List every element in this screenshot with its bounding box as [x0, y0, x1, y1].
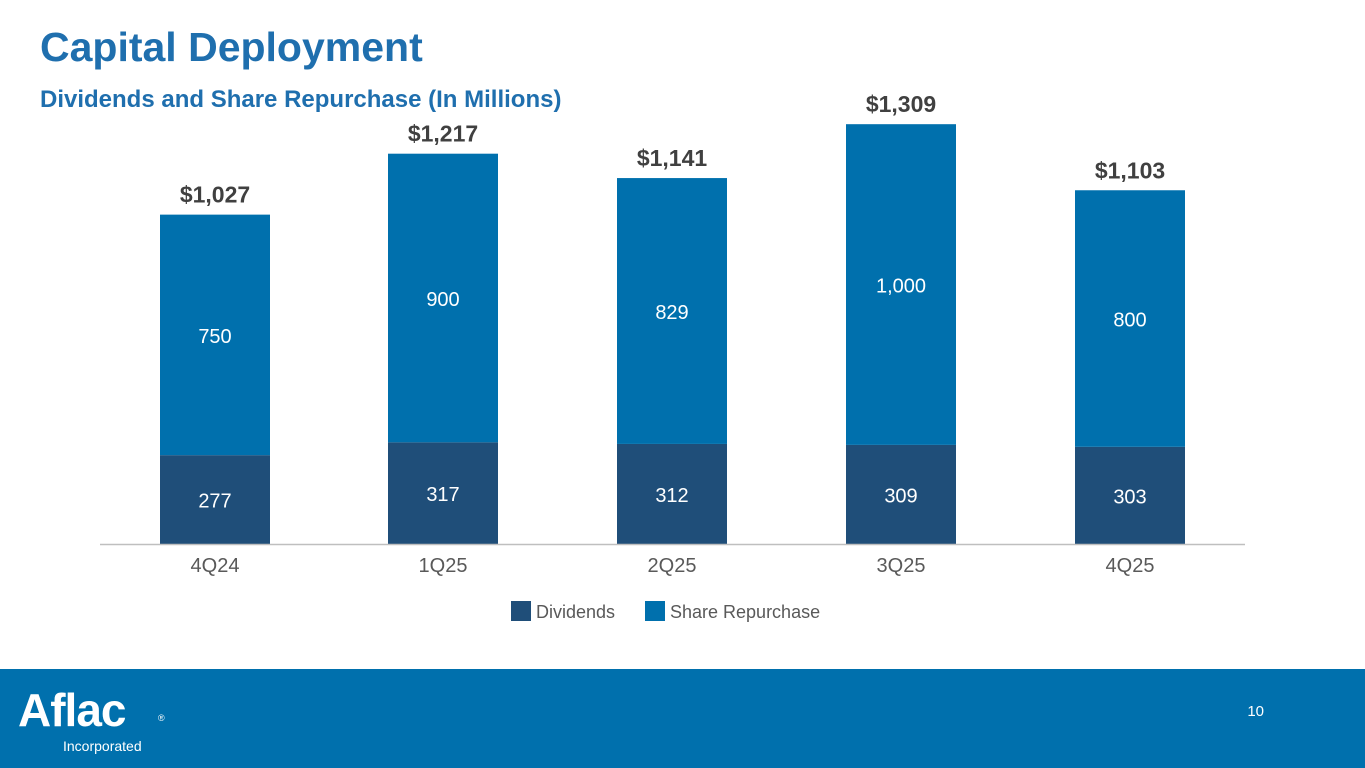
label-dividends-4Q25: 303	[1113, 486, 1146, 508]
x-tick-1Q25: 1Q25	[419, 555, 468, 577]
x-tick-3Q25: 3Q25	[877, 555, 926, 577]
label-dividends-1Q25: 317	[426, 484, 459, 506]
label-repurchase-3Q25: 1,000	[876, 276, 926, 298]
x-tick-4Q24: 4Q24	[191, 555, 240, 577]
logo-registered-mark: ®	[158, 713, 165, 723]
bar-repurchase-4Q24	[160, 214, 270, 456]
page-subtitle: Dividends and Share Repurchase (In Milli…	[40, 86, 562, 113]
page-title: Capital Deployment	[40, 24, 423, 70]
x-tick-4Q25: 4Q25	[1106, 555, 1155, 577]
bar-repurchase-4Q25	[1075, 190, 1185, 447]
label-total-3Q25: $1,309	[866, 91, 936, 117]
stacked-bar-chart: 277 750 $1,027 4Q24 317 900 $1,217 1Q25 312 829 $1…	[100, 91, 1245, 622]
label-repurchase-2Q25: 829	[655, 302, 688, 324]
aflac-logo: Aflac ® Incorporated	[18, 683, 178, 763]
footer-bar: Aflac ® Incorporated 10	[0, 669, 1365, 768]
x-tick-2Q25: 2Q25	[648, 555, 697, 577]
bar-dividends-1Q25	[388, 442, 498, 544]
label-total-4Q24: $1,027	[180, 182, 250, 208]
page-number: 10	[1247, 703, 1264, 720]
bar-dividends-3Q25	[846, 444, 956, 544]
label-dividends-2Q25: 312	[655, 485, 688, 507]
bar-repurchase-2Q25	[617, 178, 727, 444]
label-total-4Q25: $1,103	[1095, 157, 1165, 183]
label-dividends-4Q24: 277	[198, 491, 231, 513]
label-repurchase-4Q25: 800	[1113, 310, 1146, 332]
legend-label-dividends: Dividends	[536, 602, 615, 622]
label-repurchase-1Q25: 900	[426, 289, 459, 311]
bar-repurchase-3Q25	[846, 124, 956, 445]
bar-dividends-4Q25	[1075, 446, 1185, 544]
bar-repurchase-1Q25	[388, 153, 498, 443]
legend-label-share-repurchase: Share Repurchase	[670, 602, 820, 622]
label-total-1Q25: $1,217	[408, 121, 478, 147]
label-total-2Q25: $1,141	[637, 145, 708, 171]
label-dividends-3Q25: 309	[884, 485, 917, 507]
logo-wordmark: Aflac	[18, 684, 126, 736]
legend-swatch-dividends	[511, 601, 531, 621]
label-repurchase-4Q24: 750	[198, 326, 231, 348]
bar-dividends-2Q25	[617, 443, 727, 544]
logo-subtext: Incorporated	[63, 738, 142, 754]
legend-swatch-share-repurchase	[645, 601, 665, 621]
bar-dividends-4Q24	[160, 455, 270, 544]
